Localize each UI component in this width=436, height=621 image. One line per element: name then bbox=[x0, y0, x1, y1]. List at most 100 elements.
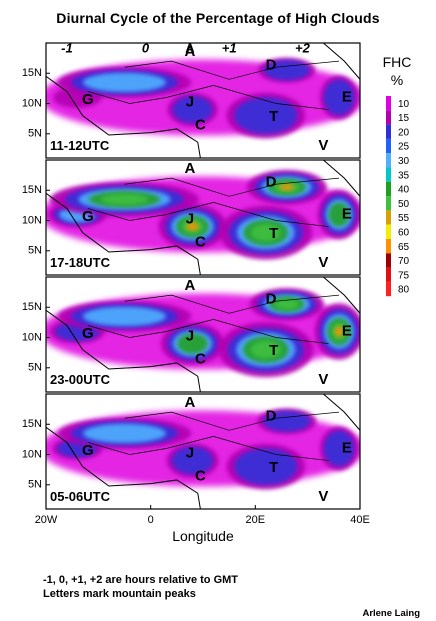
cloud-intensity-mark bbox=[250, 224, 281, 242]
coastline bbox=[323, 43, 360, 81]
heatmap-panel: A D E G JC T V 23-00UTC bbox=[45, 276, 361, 393]
timezone-label: A bbox=[185, 40, 195, 55]
y-tick-label: 15N bbox=[22, 301, 42, 313]
panel-time-label: 23-00UTC bbox=[50, 372, 111, 387]
heatmap-panel: A D E G JC T V 05-06UTC bbox=[45, 393, 361, 510]
y-tick-label: 15N bbox=[22, 418, 42, 430]
y-tick-label: 15N bbox=[22, 184, 42, 196]
legend-swatch bbox=[386, 124, 391, 139]
coastline bbox=[46, 426, 201, 509]
border bbox=[87, 319, 329, 344]
peak-label-C: C bbox=[195, 467, 206, 484]
x-tick-label: 20W bbox=[35, 514, 58, 526]
border bbox=[124, 60, 340, 80]
border bbox=[87, 436, 329, 461]
peak-label-D: D bbox=[266, 56, 277, 73]
y-tick-label: 5N bbox=[28, 362, 42, 374]
legend-swatch bbox=[386, 253, 391, 268]
cloud-intensity-mark bbox=[323, 430, 355, 467]
peak-label-T: T bbox=[269, 108, 278, 125]
timezone-label: +2 bbox=[295, 40, 311, 55]
coastline bbox=[46, 75, 201, 158]
legend-label: 25 bbox=[398, 142, 410, 153]
cloud-field bbox=[46, 394, 360, 509]
peaks-note: Letters mark mountain peaks bbox=[43, 588, 196, 600]
peak-label-C: C bbox=[195, 233, 206, 250]
border bbox=[87, 202, 329, 227]
y-tick-label: 10N bbox=[22, 97, 42, 109]
x-tick-label: 0 bbox=[148, 514, 154, 526]
panel-frame bbox=[45, 159, 361, 276]
cloud-intensity-mark bbox=[186, 222, 199, 231]
peak-label-T: T bbox=[269, 225, 278, 242]
y-tick-label: 5N bbox=[28, 128, 42, 140]
cloud-intensity-mark bbox=[323, 79, 355, 116]
peak-label-A: A bbox=[184, 160, 195, 177]
peak-label-C: C bbox=[195, 116, 206, 133]
cloud-intensity-mark bbox=[83, 306, 166, 326]
peak-label-A: A bbox=[184, 43, 195, 60]
peak-label-T: T bbox=[269, 342, 278, 359]
peak-label-V: V bbox=[318, 254, 328, 271]
x-axis-label: Longitude bbox=[172, 528, 234, 544]
legend-label: 50 bbox=[398, 199, 410, 210]
coastline bbox=[46, 309, 201, 392]
legend-label: 10 bbox=[398, 99, 410, 110]
border bbox=[124, 411, 340, 431]
peak-label-J: J bbox=[186, 210, 194, 227]
author-credit: Arlene Laing bbox=[362, 608, 420, 619]
legend-swatch bbox=[386, 210, 391, 225]
y-tick-label: 5N bbox=[28, 479, 42, 491]
cloud-field bbox=[46, 277, 360, 392]
legend-label: 40 bbox=[398, 185, 410, 196]
legend-swatch bbox=[386, 96, 391, 111]
peak-label-J: J bbox=[186, 444, 194, 461]
timezone-note: -1, 0, +1, +2 are hours relative to GMT bbox=[43, 574, 239, 586]
x-tick-label: 40E bbox=[350, 514, 370, 526]
peak-label-E: E bbox=[342, 439, 352, 456]
legend-label: 70 bbox=[398, 256, 410, 267]
timezone-label: +1 bbox=[222, 40, 237, 55]
timezone-label: 0 bbox=[142, 40, 150, 55]
peak-label-E: E bbox=[342, 88, 352, 105]
peak-label-G: G bbox=[82, 208, 94, 225]
legend-swatch bbox=[386, 181, 391, 197]
cloud-intensity-mark bbox=[274, 299, 299, 310]
coastline bbox=[323, 160, 360, 198]
legend-label: 35 bbox=[398, 170, 410, 181]
legend-label: 55 bbox=[398, 213, 410, 224]
x-tick-label: 20E bbox=[246, 514, 266, 526]
peak-label-J: J bbox=[186, 93, 194, 110]
peak-label-A: A bbox=[184, 277, 195, 294]
panel-time-label: 17-18UTC bbox=[50, 255, 111, 270]
cloud-field bbox=[46, 160, 360, 275]
y-tick-label: 5N bbox=[28, 245, 42, 257]
y-tick-label: 10N bbox=[22, 448, 42, 460]
cloud-intensity-mark bbox=[279, 184, 294, 191]
peak-label-E: E bbox=[342, 205, 352, 222]
legend-label: 60 bbox=[398, 227, 410, 238]
cloud-intensity-mark bbox=[100, 193, 149, 205]
peak-label-G: G bbox=[82, 442, 94, 459]
legend-swatch bbox=[386, 110, 391, 125]
cloud-field bbox=[46, 43, 360, 158]
legend-swatch bbox=[386, 138, 391, 154]
legend-label: 80 bbox=[398, 285, 410, 296]
chart-title: Diurnal Cycle of the Percentage of High … bbox=[56, 10, 380, 26]
heatmap-panel: A D E G JC T V 17-18UTC bbox=[45, 159, 361, 276]
border bbox=[87, 85, 329, 110]
peak-label-V: V bbox=[318, 371, 328, 388]
legend-label: 30 bbox=[398, 156, 410, 167]
legend-label: 20 bbox=[398, 127, 410, 138]
peak-label-J: J bbox=[186, 327, 194, 344]
y-tick-label: 10N bbox=[22, 331, 42, 343]
peak-label-D: D bbox=[266, 407, 277, 424]
cloud-intensity-mark bbox=[234, 97, 298, 134]
border bbox=[124, 294, 340, 314]
border bbox=[124, 177, 340, 197]
legend-title: FHC bbox=[383, 54, 412, 70]
panel-time-label: 11-12UTC bbox=[50, 138, 110, 153]
cloud-intensity-mark bbox=[234, 448, 298, 485]
